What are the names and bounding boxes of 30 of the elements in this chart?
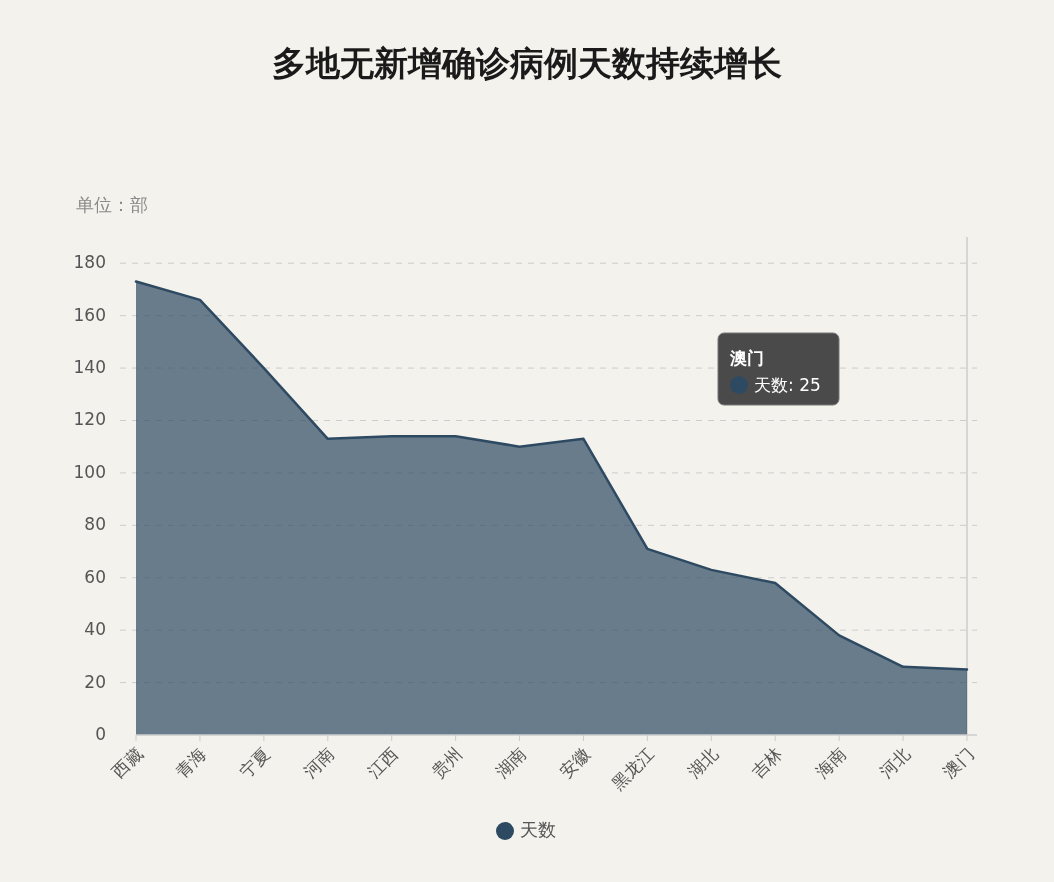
x-tick-label: 贵州 <box>427 743 466 782</box>
x-tick-label: 宁夏 <box>236 743 275 782</box>
y-tick-label: 40 <box>84 619 106 640</box>
x-tick-label: 西藏 <box>108 743 147 782</box>
y-tick-label: 100 <box>73 461 106 482</box>
chart-title: 多地无新增确诊病例天数持续增长 <box>272 43 782 83</box>
y-tick-label: 60 <box>84 566 106 587</box>
y-tick-label: 80 <box>84 514 106 535</box>
x-tick-label: 澳门 <box>939 743 978 782</box>
x-tick-label: 河南 <box>299 743 339 782</box>
y-tick-label: 0 <box>95 724 106 744</box>
y-axis-title: 单位：部 <box>76 194 148 215</box>
x-tick-label: 江西 <box>363 743 403 782</box>
x-tick-label: 湖北 <box>683 743 722 782</box>
x-tick-label: 青海 <box>172 743 211 782</box>
y-tick-label: 120 <box>73 409 106 430</box>
x-tick-label: 海南 <box>811 743 850 782</box>
x-tick-label: 黑龙江 <box>607 743 658 794</box>
annotation: 澳门 <box>729 348 764 368</box>
y-tick-label: 160 <box>73 304 106 325</box>
annotation: 天数: 25 <box>754 375 821 395</box>
x-tick-label: 吉林 <box>747 743 786 782</box>
y-tick-label: 140 <box>73 357 106 378</box>
x-tick-label: 河北 <box>875 743 914 782</box>
y-tick-label: 20 <box>84 671 106 692</box>
x-tick-label: 安徽 <box>555 743 594 782</box>
tooltip: 澳门 天数: 25 <box>717 332 840 406</box>
y-tick-label: 180 <box>73 252 106 273</box>
x-tick-label: 湖南 <box>491 743 530 782</box>
legend-label: 天数 <box>520 819 556 840</box>
